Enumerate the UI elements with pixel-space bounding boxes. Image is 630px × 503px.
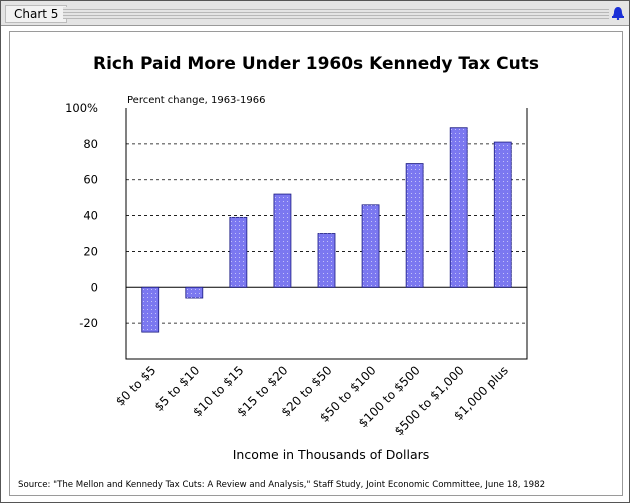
chart-frame: Rich Paid More Under 1960s Kennedy Tax C… <box>9 31 623 496</box>
bell-icon[interactable] <box>611 6 625 20</box>
chart-title: Rich Paid More Under 1960s Kennedy Tax C… <box>93 54 539 74</box>
y-tick-label: 0 <box>91 280 98 294</box>
y-tick-label: 20 <box>83 244 98 258</box>
y-tick-label: 40 <box>83 209 98 223</box>
y-tick-label: 100% <box>65 101 98 115</box>
tab-chart-5[interactable]: Chart 5 <box>5 5 68 23</box>
bar-texture <box>318 233 335 288</box>
y-tick-label: 60 <box>83 173 98 187</box>
x-tick-label: $0 to $5 <box>113 363 158 408</box>
bar-texture <box>273 194 291 288</box>
chart-subtitle: Percent change, 1963-1966 <box>127 95 265 106</box>
source-note: Source: "The Mellon and Kennedy Tax Cuts… <box>18 480 545 490</box>
x-axis-label: Income in Thousands of Dollars <box>233 447 430 462</box>
y-tick-label: -20 <box>79 316 98 330</box>
bar-texture <box>450 127 468 288</box>
bar-texture <box>406 163 424 288</box>
bar-texture <box>494 142 512 288</box>
bar-texture <box>362 204 380 288</box>
y-tick-label: 80 <box>83 137 98 151</box>
bar-texture <box>141 287 159 333</box>
title-bar-stripes <box>63 7 609 19</box>
title-bar: Chart 5 <box>1 1 629 26</box>
bar-texture <box>229 217 247 288</box>
bar-chart: Rich Paid More Under 1960s Kennedy Tax C… <box>18 54 545 490</box>
bar-texture <box>185 287 203 299</box>
plot-border <box>125 108 528 360</box>
